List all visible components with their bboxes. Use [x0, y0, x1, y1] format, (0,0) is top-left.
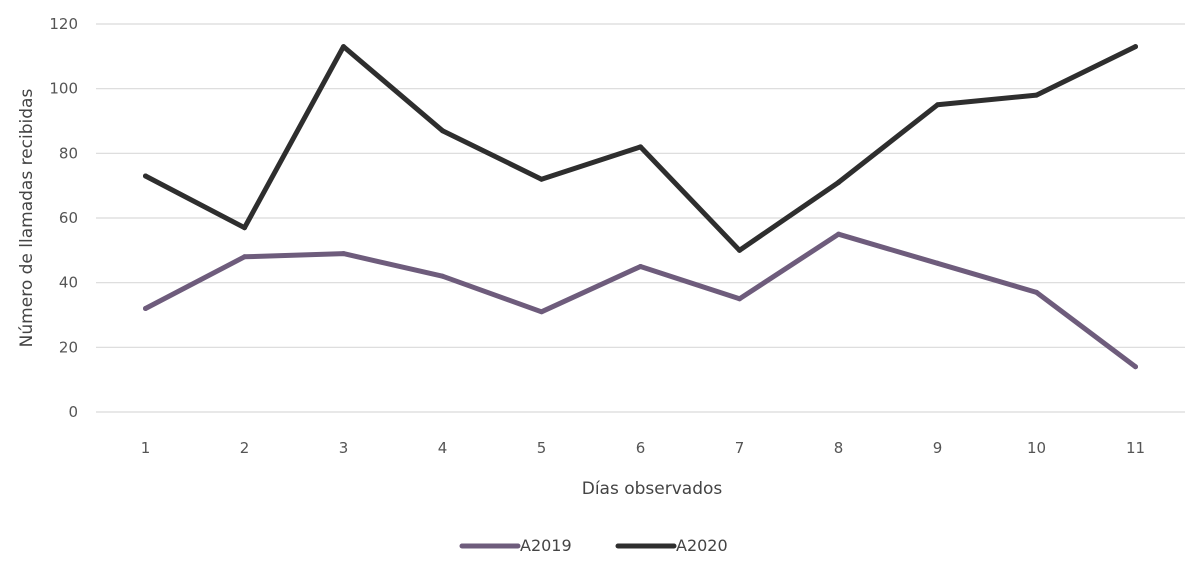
legend-label: A2019	[520, 536, 572, 555]
data-point-a2019	[143, 306, 148, 312]
data-point-a2020	[539, 176, 544, 182]
y-tick-label: 20	[59, 338, 78, 356]
data-point-a2020	[1034, 92, 1039, 98]
x-tick-label: 3	[339, 439, 349, 457]
y-tick-label: 80	[59, 144, 78, 162]
data-point-a2020	[1133, 44, 1138, 50]
x-tick-label: 9	[933, 439, 943, 457]
data-point-a2020	[935, 102, 940, 108]
data-point-a2020	[242, 225, 247, 231]
data-point-a2019	[341, 251, 346, 257]
x-tick-label: 11	[1126, 439, 1145, 457]
data-point-a2020	[836, 179, 841, 185]
y-tick-label: 40	[59, 274, 78, 292]
y-tick-labels: 0 20 40 60 80 100 120	[49, 15, 78, 421]
x-tick-label: 4	[438, 439, 448, 457]
legend-item: A2019	[459, 536, 572, 555]
x-tick-label: 5	[537, 439, 547, 457]
data-point-a2019	[440, 273, 445, 279]
x-tick-label: 2	[240, 439, 250, 457]
x-tick-labels: 1 2 3 4 5 6 7 8 9 10 11	[141, 439, 1145, 457]
x-axis-title: Días observados	[582, 479, 723, 499]
data-point-a2019	[737, 296, 742, 302]
y-tick-label: 120	[49, 15, 78, 33]
x-tick-label: 8	[834, 439, 844, 457]
data-point-a2020	[737, 247, 742, 253]
data-point-a2019	[539, 309, 544, 315]
data-point-a2019	[242, 254, 247, 260]
legend-item: A2020	[615, 536, 728, 555]
data-point-a2019	[1034, 289, 1039, 295]
data-point-a2019	[1133, 364, 1138, 370]
y-tick-label: 60	[59, 209, 78, 227]
y-tick-label: 0	[68, 403, 78, 421]
y-tick-label: 100	[49, 80, 78, 98]
x-tick-label: 10	[1027, 439, 1046, 457]
data-point-a2019	[935, 260, 940, 266]
data-point-a2020	[143, 173, 148, 179]
data-point-a2020	[638, 144, 643, 150]
x-tick-label: 6	[636, 439, 646, 457]
y-axis-title: Número de llamadas recibidas	[17, 89, 37, 348]
data-point-a2020	[341, 44, 346, 50]
legend-label: A2020	[676, 536, 728, 555]
data-point-a2019	[638, 264, 643, 269]
data-point-a2019	[836, 231, 841, 237]
data-point-a2020	[440, 128, 445, 134]
x-tick-label: 7	[735, 439, 745, 457]
x-tick-label: 1	[141, 439, 151, 457]
legend: A2019 A2020	[459, 536, 728, 555]
gridlines	[96, 23, 1185, 413]
series-lines	[143, 44, 1138, 370]
